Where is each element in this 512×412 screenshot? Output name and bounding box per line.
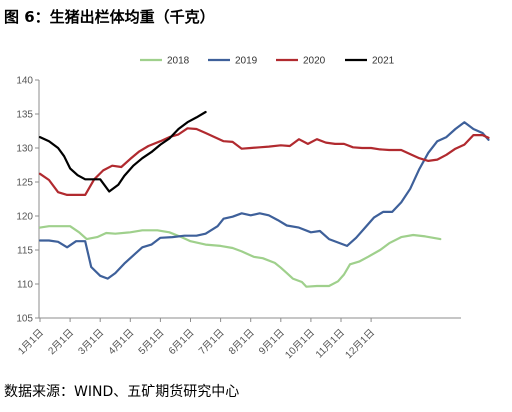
series-line-2020: [38, 127, 490, 196]
y-tick-label: 125: [16, 178, 33, 189]
y-tick-label: 130: [16, 144, 33, 155]
x-tick-label: 12月1日: [343, 327, 377, 361]
x-tick-label: 3月1日: [76, 327, 106, 357]
y-tick-label: 120: [16, 212, 33, 223]
data-source: 数据来源：WIND、五矿期货研究中心: [4, 384, 240, 400]
x-tick-label: 2月1日: [46, 327, 76, 357]
series-line-2019: [38, 121, 490, 280]
legend-label-2018: 2018: [167, 56, 190, 67]
chart-title: 图 6：生猪出栏体均重（千克）: [4, 8, 215, 26]
x-tick-label: 6月1日: [166, 327, 196, 357]
x-tick-label: 10月1日: [283, 327, 317, 361]
y-tick-label: 115: [17, 246, 33, 257]
y-tick-label: 135: [16, 110, 33, 121]
x-axis: 1月1日 2月1日 3月1日 4月1日 5月1日 6月1日 7月1日 8月1日 9月1日10月1…: [16, 317, 461, 361]
x-tick-label: 9月1日: [256, 327, 286, 357]
x-tick-label: 11月1日: [313, 327, 347, 361]
x-tick-label: 5月1日: [136, 327, 166, 357]
x-tick-label: 1月1日: [16, 327, 46, 357]
y-tick-label: 140: [16, 76, 33, 87]
legend-label-2019: 2019: [235, 56, 258, 67]
series-lines: [38, 110, 490, 288]
legend-label-2020: 2020: [303, 56, 326, 67]
x-tick-label: 8月1日: [226, 327, 256, 357]
x-tick-label: 4月1日: [106, 327, 136, 357]
chart-legend: 2018 2019 2020 2021: [140, 56, 395, 67]
y-axis: 105 110 115 120 125 130 135 140: [16, 76, 40, 325]
series-line-2021: [38, 110, 207, 193]
y-tick-label: 110: [17, 280, 33, 291]
legend-label-2021: 2021: [372, 56, 395, 67]
x-tick-label: 7月1日: [196, 327, 226, 357]
y-tick-label: 105: [16, 314, 33, 325]
series-line-2018: [38, 225, 442, 288]
